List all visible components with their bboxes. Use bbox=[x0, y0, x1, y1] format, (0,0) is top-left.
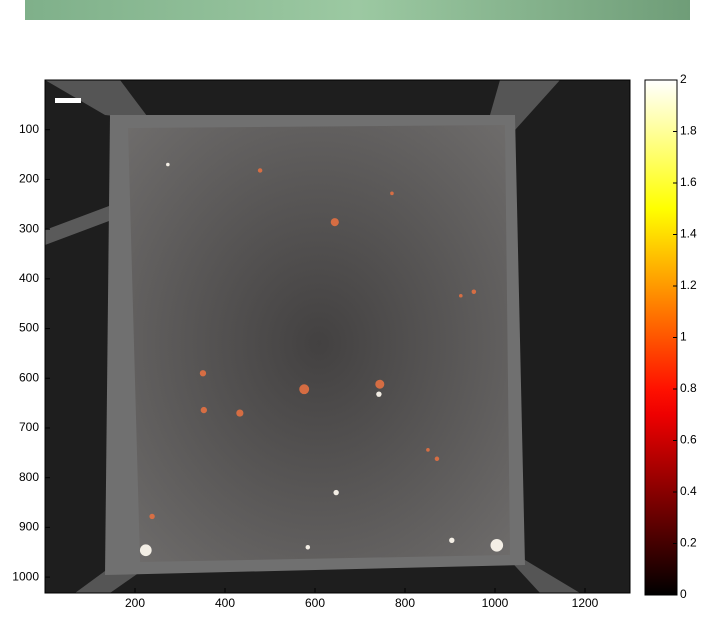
spot bbox=[426, 448, 430, 452]
colorbar-tick-label: 1.6 bbox=[680, 175, 697, 189]
y-tick-label: 200 bbox=[19, 172, 39, 186]
colorbar-tick-label: 2 bbox=[680, 72, 687, 86]
spot bbox=[390, 192, 394, 196]
colorbar-tick-label: 0.8 bbox=[680, 381, 697, 395]
spot bbox=[375, 380, 384, 389]
colorbar-tick-label: 1.2 bbox=[680, 278, 697, 292]
y-tick-label: 300 bbox=[19, 221, 39, 235]
y-tick-label: 900 bbox=[19, 520, 39, 534]
y-tick-label: 100 bbox=[19, 122, 39, 136]
spot bbox=[166, 163, 170, 167]
x-tick-label: 1000 bbox=[482, 596, 509, 610]
spot bbox=[376, 391, 381, 396]
spot bbox=[435, 457, 440, 462]
spot bbox=[449, 538, 454, 543]
spot bbox=[236, 409, 243, 416]
spot bbox=[333, 490, 338, 495]
colorbar-tick-label: 0.2 bbox=[680, 536, 697, 550]
spot bbox=[306, 545, 311, 550]
spot bbox=[258, 168, 263, 173]
colorbar bbox=[645, 80, 677, 595]
x-tick-label: 1200 bbox=[572, 596, 599, 610]
x-tick-label: 800 bbox=[395, 596, 415, 610]
spot bbox=[491, 539, 504, 552]
y-tick-label: 600 bbox=[19, 370, 39, 384]
spot bbox=[331, 218, 339, 226]
y-tick-label: 400 bbox=[19, 271, 39, 285]
y-tick-label: 800 bbox=[19, 470, 39, 484]
y-tick-label: 700 bbox=[19, 420, 39, 434]
x-tick-label: 200 bbox=[125, 596, 145, 610]
spot bbox=[149, 514, 154, 519]
x-tick-label: 400 bbox=[215, 596, 235, 610]
photo-strip bbox=[25, 0, 690, 20]
spot bbox=[472, 290, 477, 295]
spot bbox=[140, 544, 152, 556]
photo bbox=[45, 80, 630, 593]
spot bbox=[201, 407, 207, 413]
spot bbox=[200, 370, 206, 376]
figure: 200 400 600 800 1000 1200 100 200 300 400 500 600 70… bbox=[0, 0, 728, 628]
spot bbox=[299, 384, 309, 394]
y-tick-label: 1000 bbox=[12, 569, 39, 583]
colorbar-tick-label: 0 bbox=[680, 587, 687, 601]
x-tick-label: 600 bbox=[305, 596, 325, 610]
colorbar-tick-label: 1.8 bbox=[680, 124, 697, 138]
colorbar-tick-label: 1 bbox=[680, 330, 687, 344]
colorbar-tick-label: 0.6 bbox=[680, 433, 697, 447]
y-tick-label: 500 bbox=[19, 321, 39, 335]
spot bbox=[459, 294, 463, 298]
colorbar-tick-label: 1.4 bbox=[680, 227, 697, 241]
colorbar-tick-label: 0.4 bbox=[680, 484, 697, 498]
